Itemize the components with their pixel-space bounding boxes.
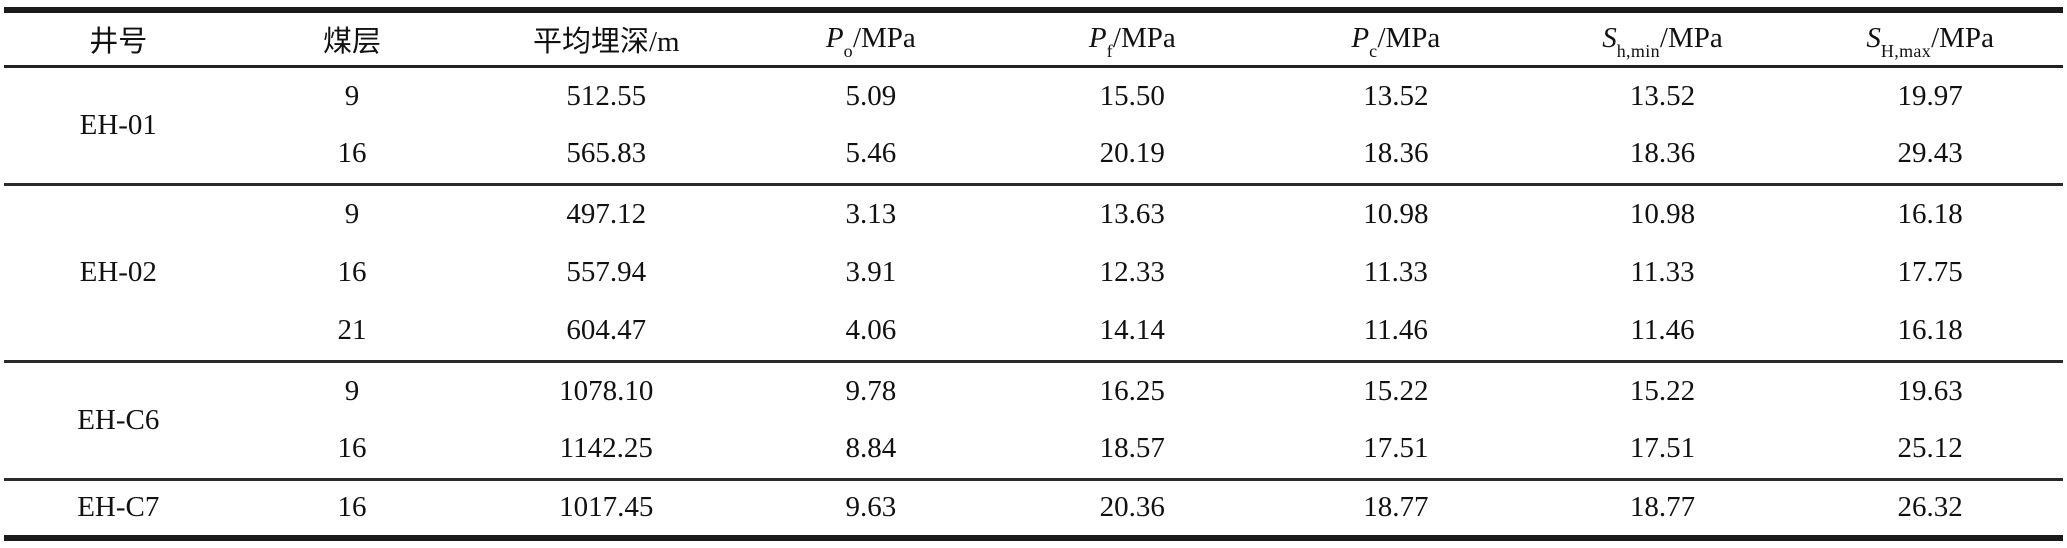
header-coal-seam: 煤层 (232, 10, 472, 68)
header-symbol: S (1602, 22, 1617, 55)
table-row: 16 1142.25 8.84 18.57 17.51 17.51 25.12 (4, 420, 2063, 479)
header-min-horizontal-stress: Sh,min/MPa (1527, 10, 1798, 68)
header-unit: /MPa (1659, 22, 1723, 55)
table-row: EH-02 9 497.12 3.13 13.63 10.98 10.98 16.18 (4, 182, 2063, 361)
header-label: 平均埋深/m (532, 25, 680, 58)
header-avg-depth: 平均埋深/m (471, 10, 742, 68)
pore-pressure-cell: 5.09 (845, 79, 897, 112)
pore-pressure-cell: 9.78 (741, 359, 1001, 420)
max-horizontal-stress-cell: 26.32 (1797, 477, 2063, 538)
table-row: 16 565.83 5.46 20.19 18.36 18.36 29.43 (4, 125, 2063, 184)
well-id-cell: EH-C6 (4, 359, 233, 479)
max-horizontal-stress-cell: 19.63 (1797, 359, 2063, 420)
min-horizontal-stress-cell: 13.52 (1629, 79, 1696, 112)
fracture-pressure-cell: 20.36 (1000, 477, 1265, 538)
coal-seam-cell: 9 (232, 182, 472, 243)
header-subscript: o (843, 41, 853, 62)
header-fracture-pressure: Pf/MPa (1000, 10, 1265, 68)
max-horizontal-stress-cell: 16.18 (1897, 314, 1963, 347)
coal-seam-cell: 9 (232, 359, 472, 420)
header-symbol: P (1088, 22, 1107, 55)
fracture-pressure-cell: 12.33 (1099, 256, 1165, 288)
pore-pressure-cell: 3.91 (845, 256, 897, 288)
min-horizontal-stress-cell: 11.33 (1630, 256, 1695, 288)
max-horizontal-stress-cell: 16.18 (1797, 182, 2063, 243)
header-subscript: H,max (1880, 41, 1932, 62)
max-horizontal-stress-cell: 17.75 (1897, 256, 1963, 288)
closure-pressure-cell: 11.33 (1363, 256, 1428, 288)
fracture-pressure-cell: 14.14 (1099, 314, 1165, 347)
min-horizontal-stress-cell: 18.36 (1629, 137, 1696, 170)
avg-depth-cell: 497.12 (471, 182, 742, 243)
avg-depth-cell: 512.55 (566, 79, 647, 112)
pore-pressure-cell: 5.46 (845, 137, 897, 170)
coal-seam-cell: 9 (344, 79, 360, 112)
closure-pressure-cell: 13.52 (1363, 79, 1429, 112)
table-body: EH-01 9 512.55 5.09 15.50 13.52 13.52 19.97 16 56… (4, 66, 2063, 538)
avg-depth-cell: 1017.45 (471, 477, 742, 538)
closure-pressure-cell: 18.36 (1363, 137, 1429, 170)
header-max-horizontal-stress: SH,max/MPa (1797, 10, 2063, 68)
header-symbol: P (1351, 22, 1370, 55)
pore-pressure-cell: 9.63 (741, 477, 1001, 538)
well-id-cell: EH-02 (4, 182, 233, 361)
min-horizontal-stress-cell: 10.98 (1527, 182, 1798, 243)
header-subscript: f (1106, 41, 1113, 62)
table-row: EH-01 9 512.55 5.09 15.50 13.52 13.52 19.97 (4, 66, 2063, 141)
fracture-pressure-cell: 16.25 (1000, 359, 1265, 420)
avg-depth-cell: 604.47 (566, 314, 647, 347)
header-unit: /MPa (852, 22, 916, 55)
header-well-id: 井号 (4, 10, 233, 68)
avg-depth-cell: 557.94 (566, 256, 647, 288)
coal-seam-cell: 16 (337, 256, 367, 288)
coal-seam-cell: 16 (232, 477, 472, 538)
table-row: 16 557.94 3.91 12.33 11.33 11.33 17.75 (4, 243, 2063, 302)
min-horizontal-stress-cell: 17.51 (1629, 432, 1696, 465)
closure-pressure-cell: 17.51 (1363, 432, 1429, 465)
header-unit: /MPa (1931, 22, 1994, 55)
table-row: EH-C7 16 1017.45 9.63 20.36 18.77 18.77 26.32 (4, 477, 2063, 538)
header-subscript: c (1369, 41, 1378, 62)
well-id-cell: EH-01 (79, 108, 157, 141)
pore-pressure-cell: 4.06 (845, 314, 897, 347)
header-symbol: P (825, 22, 844, 55)
closure-pressure-cell: 15.22 (1264, 359, 1528, 420)
fracture-pressure-cell: 20.19 (1099, 137, 1165, 170)
avg-depth-cell: 565.83 (566, 137, 647, 170)
fracture-pressure-cell: 18.57 (1099, 432, 1165, 465)
min-horizontal-stress-cell: 15.22 (1527, 359, 1798, 420)
header-pore-pressure: Po/MPa (741, 10, 1001, 68)
pore-pressure-cell: 8.84 (845, 432, 897, 465)
max-horizontal-stress-cell: 29.43 (1897, 137, 1963, 170)
coal-seam-cell: 16 (337, 137, 367, 170)
coal-seam-cell: 16 (337, 432, 367, 465)
in-situ-stress-table: 井号 煤层 平均埋深/m Po/MPa Pf/MPa Pc/MPa Sh,min… (4, 7, 2063, 541)
avg-depth-cell: 1078.10 (471, 359, 742, 420)
closure-pressure-cell: 10.98 (1264, 182, 1528, 243)
fracture-pressure-cell: 13.63 (1000, 182, 1265, 243)
header-symbol: S (1866, 22, 1881, 55)
pore-pressure-cell: 3.13 (741, 182, 1001, 243)
fracture-pressure-cell: 15.50 (1099, 79, 1165, 112)
header-subscript: h,min (1616, 41, 1660, 62)
avg-depth-cell: 1142.25 (559, 432, 653, 465)
table-row: EH-C6 9 1078.10 9.78 16.25 15.22 15.22 19.63 (4, 359, 2063, 479)
header-label: 井号 (89, 25, 148, 58)
header-row: 井号 煤层 平均埋深/m Po/MPa Pf/MPa Pc/MPa Sh,min… (4, 10, 2063, 68)
min-horizontal-stress-cell: 18.77 (1527, 477, 1798, 538)
max-horizontal-stress-cell: 19.97 (1897, 79, 1963, 112)
coal-seam-cell: 21 (337, 314, 367, 347)
table-header: 井号 煤层 平均埋深/m Po/MPa Pf/MPa Pc/MPa Sh,min… (4, 10, 2063, 68)
max-horizontal-stress-cell: 25.12 (1897, 432, 1963, 465)
header-unit: /MPa (1377, 22, 1441, 55)
closure-pressure-cell: 11.46 (1363, 314, 1428, 347)
header-closure-pressure: Pc/MPa (1264, 10, 1528, 68)
header-label: 煤层 (322, 25, 381, 58)
well-id-cell: EH-C7 (4, 477, 233, 538)
header-unit: /MPa (1112, 22, 1176, 55)
table-row: 21 604.47 4.06 14.14 11.46 11.46 16.18 (4, 302, 2063, 361)
closure-pressure-cell: 18.77 (1264, 477, 1528, 538)
min-horizontal-stress-cell: 11.46 (1630, 314, 1695, 347)
